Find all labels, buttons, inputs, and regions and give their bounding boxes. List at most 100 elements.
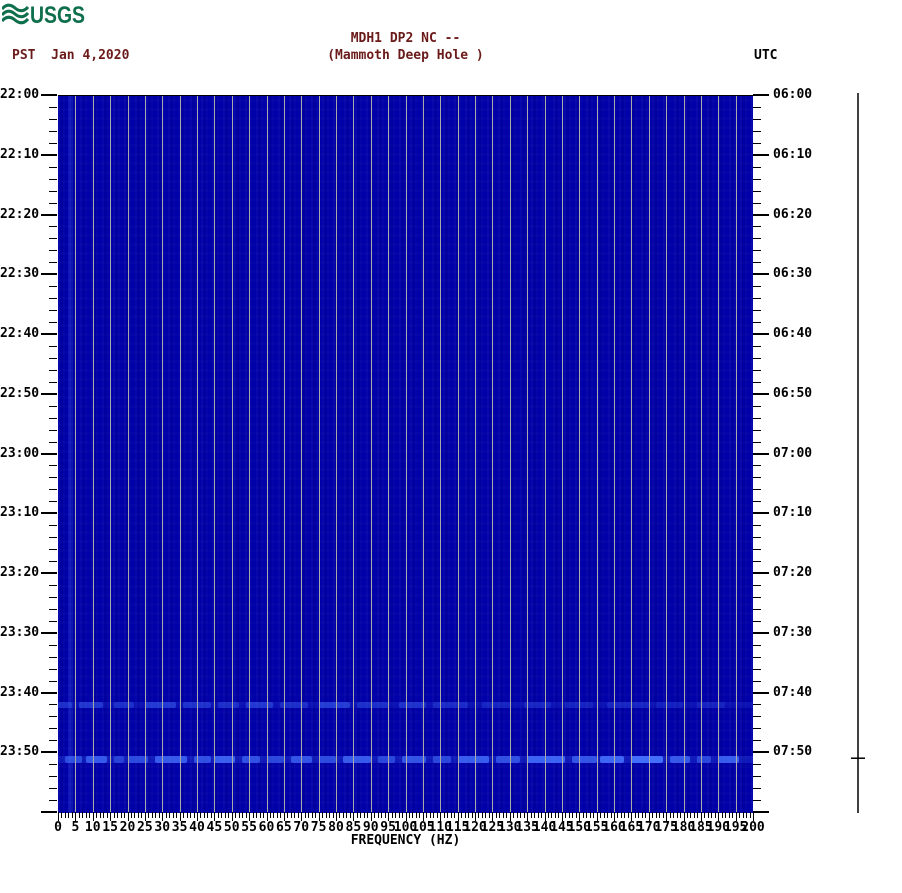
freq-minor-tick [89,812,91,818]
frequency-gridline [631,96,632,813]
freq-minor-tick [190,812,192,818]
event-band-segment [318,702,350,709]
left-major-tick [41,333,57,335]
freq-minor-tick [447,812,449,818]
right-minor-tick [753,357,761,359]
frequency-gridline [614,96,615,813]
utc-time-label: 06:50 [773,385,813,401]
freq-minor-tick [443,812,445,818]
freq-minor-tick [554,812,556,818]
freq-tick-label: 180 [671,820,696,835]
freq-minor-tick [433,812,435,818]
freq-major-tick [353,812,355,821]
pst-time-label: 23:10 [0,505,40,521]
pst-time-label: 22:40 [0,326,40,341]
freq-minor-tick [589,812,591,818]
chart-title-line1: MDH1 DP2 NC -- [350,31,461,46]
freq-minor-tick [269,812,271,818]
left-major-tick [41,153,57,156]
freq-major-tick [509,812,511,821]
right-minor-tick [753,298,761,300]
pst-time-label: 23:30 [0,624,40,640]
left-minor-tick [49,525,57,527]
freq-tick-label: 110 [428,820,452,835]
frequency-gridline [336,96,337,813]
freq-tick-label: 195 [723,820,748,835]
freq-tick-label: 20 [119,820,136,835]
frequency-gridline [597,96,598,813]
event-band-segment [78,702,104,709]
left-minor-tick [49,644,57,646]
pst-time-label: 23:50 [0,744,40,760]
freq-minor-tick [245,812,247,818]
freq-minor-tick [96,812,98,818]
freq-minor-tick [384,812,386,818]
freq-minor-tick [117,812,119,818]
freq-minor-tick [64,812,66,818]
right-minor-tick [753,764,761,766]
freq-minor-tick [381,812,383,818]
left-minor-tick [49,441,57,443]
right-minor-tick [753,262,761,264]
left-minor-tick [49,238,57,240]
freq-minor-tick [322,812,324,818]
freq-minor-tick [680,812,682,818]
freq-minor-tick [464,812,466,818]
freq-minor-tick [742,812,744,818]
right-minor-tick [753,405,761,407]
pst-time-label: 22:20 [0,206,40,222]
freq-tick-label: 150 [567,820,591,835]
left-minor-tick [49,369,57,371]
freq-minor-tick [325,812,327,818]
event-band-segment [433,702,469,709]
freq-tick-label: 50 [223,820,240,835]
left-minor-tick [49,417,57,419]
freq-minor-tick [513,812,515,818]
left-minor-tick [49,680,57,682]
right-major-tick [753,631,769,634]
left-minor-tick [49,286,57,288]
frequency-gridline [214,96,215,813]
right-minor-tick [753,549,761,551]
freq-minor-tick [106,812,108,818]
frequency-gridline [267,96,268,813]
freq-minor-tick [645,812,647,818]
frequency-gridline [458,96,459,813]
freq-minor-tick [534,812,536,818]
freq-minor-tick [568,812,570,818]
freq-minor-tick [342,812,344,818]
freq-tick-label: 0 [54,820,62,835]
freq-minor-tick [478,812,480,818]
frequency-gridline [510,96,511,813]
freq-minor-tick [728,812,730,818]
right-major-tick [753,751,769,754]
freq-minor-tick [662,812,664,818]
freq-minor-tick [627,812,629,818]
freq-minor-tick [141,812,143,818]
freq-minor-tick [502,812,504,818]
right-major-tick [753,392,769,395]
freq-minor-tick [520,812,522,818]
event-band-segment [718,755,740,763]
pst-time-label: 22:10 [0,146,40,162]
event-band-segment [127,755,149,763]
right-major-tick [753,452,769,455]
freq-major-tick [579,812,581,821]
freq-tick-label: 160 [602,820,626,835]
freq-major-tick [527,812,529,821]
left-minor-tick [49,561,57,563]
freq-minor-tick [547,812,549,818]
left-minor-tick [49,584,57,586]
freq-tick-label: 125 [480,820,505,835]
freq-tick-label: 165 [619,820,644,835]
left-major-tick [41,512,57,515]
frequency-gridline [371,96,372,813]
freq-minor-tick [207,812,209,818]
left-minor-tick [49,322,57,324]
right-minor-tick [753,226,761,228]
left-minor-tick [49,202,57,204]
freq-tick-label: 25 [137,820,153,835]
freq-minor-tick [113,812,115,818]
freq-major-tick [58,812,59,821]
freq-minor-tick [276,812,278,818]
